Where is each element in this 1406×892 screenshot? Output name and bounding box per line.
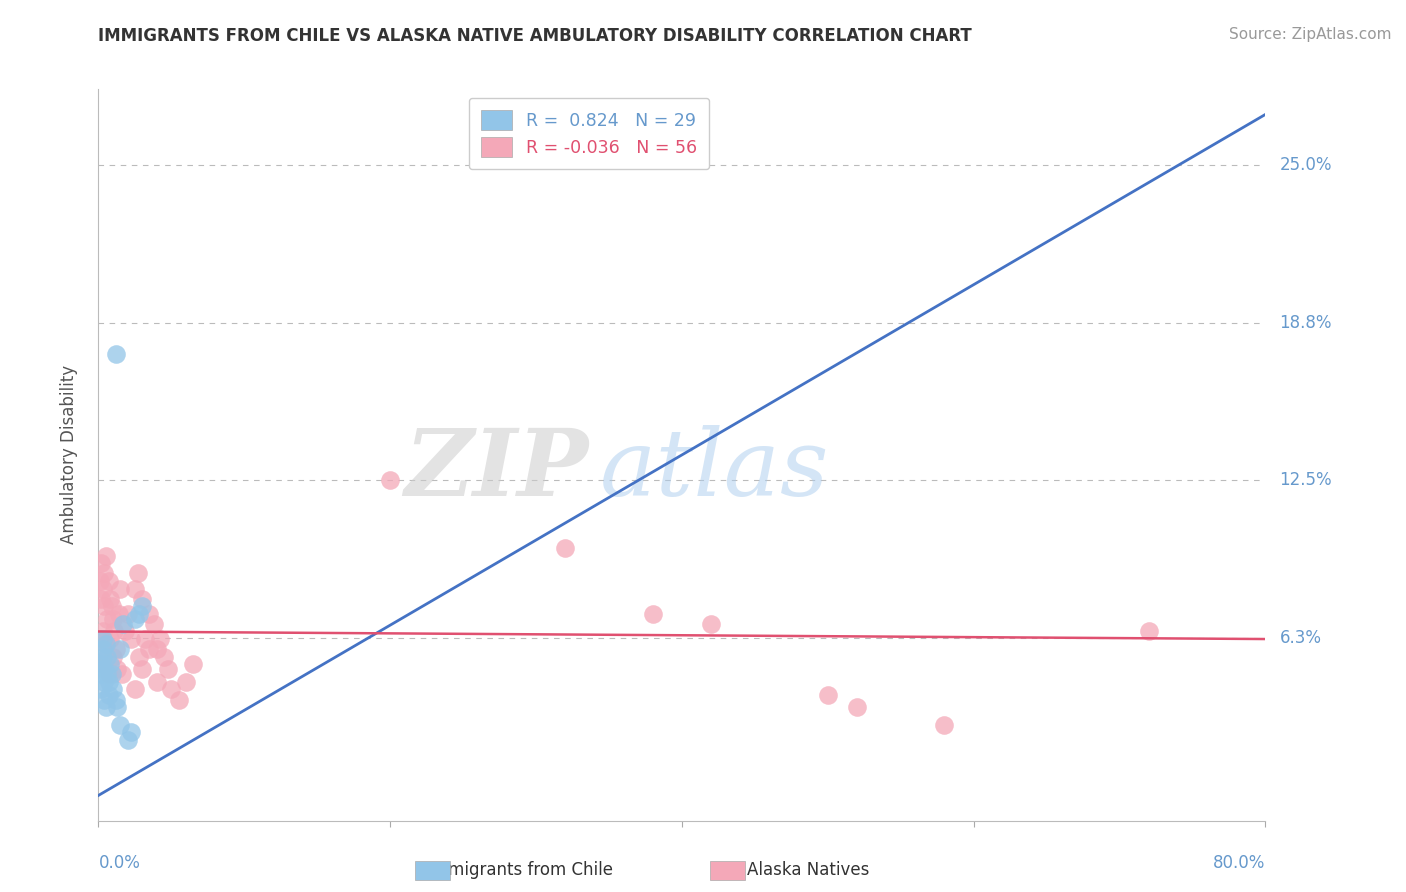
Point — [98, 657, 121, 672]
Point — [641, 607, 664, 621]
Point — [131, 591, 153, 606]
Point — [554, 541, 576, 556]
Point — [94, 700, 117, 714]
Point — [90, 682, 112, 697]
Point — [124, 682, 146, 697]
Point — [934, 718, 956, 732]
Point — [110, 718, 132, 732]
Point — [817, 688, 839, 702]
Text: 0.0%: 0.0% — [98, 854, 141, 871]
Point — [90, 667, 112, 681]
Legend: R =  0.824   N = 29, R = -0.036   N = 56: R = 0.824 N = 29, R = -0.036 N = 56 — [468, 98, 710, 169]
Point — [105, 662, 128, 676]
Point — [97, 688, 120, 702]
Text: 25.0%: 25.0% — [1279, 156, 1331, 174]
Text: atlas: atlas — [600, 425, 830, 515]
Point — [131, 662, 153, 676]
Point — [134, 632, 156, 646]
Point — [138, 607, 160, 621]
Point — [90, 557, 112, 571]
Text: IMMIGRANTS FROM CHILE VS ALASKA NATIVE AMBULATORY DISABILITY CORRELATION CHART: IMMIGRANTS FROM CHILE VS ALASKA NATIVE A… — [98, 27, 972, 45]
Text: 80.0%: 80.0% — [1213, 854, 1265, 871]
Point — [96, 667, 118, 681]
Point — [111, 667, 134, 681]
Point — [128, 607, 150, 621]
Point — [110, 642, 132, 657]
Point — [105, 700, 128, 714]
Point — [91, 624, 114, 639]
Point — [91, 657, 114, 672]
Point — [110, 582, 132, 596]
Point — [167, 692, 190, 706]
Text: 18.8%: 18.8% — [1279, 313, 1331, 332]
Point — [97, 674, 120, 689]
Point — [93, 662, 115, 676]
Point — [91, 642, 114, 657]
Point — [138, 642, 160, 657]
Point — [114, 624, 136, 639]
Text: ZIP: ZIP — [405, 425, 589, 515]
Point — [112, 616, 135, 631]
Point — [160, 682, 183, 697]
Point — [120, 632, 142, 646]
Point — [149, 632, 172, 646]
Point — [94, 637, 117, 651]
Point — [181, 657, 204, 672]
Point — [91, 632, 114, 646]
Y-axis label: Ambulatory Disability: Ambulatory Disability — [59, 366, 77, 544]
Point — [174, 674, 197, 689]
Point — [96, 649, 118, 664]
Text: Immigrants from Chile: Immigrants from Chile — [427, 861, 613, 879]
Point — [101, 612, 124, 626]
Point — [700, 616, 723, 631]
Point — [104, 692, 127, 706]
Point — [89, 657, 111, 672]
Point — [117, 607, 139, 621]
Point — [117, 733, 139, 747]
Point — [124, 612, 146, 626]
Point — [103, 624, 125, 639]
Point — [142, 616, 165, 631]
Text: Alaska Natives: Alaska Natives — [747, 861, 870, 879]
Point — [104, 642, 127, 657]
Point — [120, 725, 142, 739]
Point — [131, 599, 153, 614]
Point — [127, 566, 149, 581]
Point — [94, 549, 117, 563]
Point — [101, 682, 124, 697]
Point — [89, 632, 111, 646]
Point — [124, 582, 146, 596]
Point — [91, 649, 114, 664]
Point — [153, 649, 176, 664]
Point — [128, 649, 150, 664]
Text: 6.3%: 6.3% — [1279, 629, 1322, 647]
Point — [98, 632, 121, 646]
Point — [96, 649, 118, 664]
Point — [157, 662, 180, 676]
Point — [93, 566, 115, 581]
Point — [96, 612, 118, 626]
Point — [89, 574, 111, 588]
Point — [94, 637, 117, 651]
Text: Source: ZipAtlas.com: Source: ZipAtlas.com — [1229, 27, 1392, 42]
Point — [97, 667, 120, 681]
Point — [100, 599, 122, 614]
Point — [97, 574, 120, 588]
Point — [101, 649, 124, 664]
Point — [93, 692, 115, 706]
Point — [104, 347, 127, 361]
Point — [108, 607, 131, 621]
Point — [98, 591, 121, 606]
Point — [1137, 624, 1160, 639]
Point — [90, 591, 112, 606]
Point — [846, 700, 869, 714]
Point — [93, 674, 115, 689]
Point — [380, 473, 402, 487]
Point — [100, 667, 122, 681]
Text: 12.5%: 12.5% — [1279, 471, 1331, 489]
Point — [146, 674, 169, 689]
Point — [93, 599, 115, 614]
Point — [91, 582, 114, 596]
Point — [146, 642, 169, 657]
